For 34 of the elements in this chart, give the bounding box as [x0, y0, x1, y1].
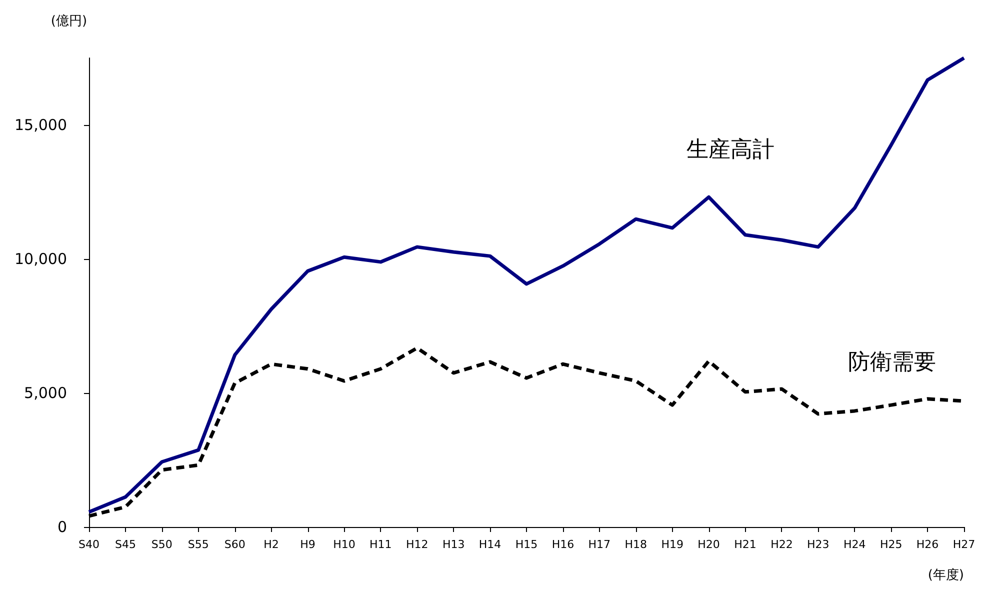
x-tick-label: H27: [952, 538, 976, 551]
x-tick-label: H26: [916, 538, 939, 551]
x-tick-label: H23: [807, 538, 830, 551]
x-tick-label: S40: [78, 538, 100, 551]
x-tick-label: H2: [264, 538, 279, 551]
x-tick-label: H21: [734, 538, 756, 551]
x-tick-label: H12: [406, 538, 428, 551]
x-tick-label: H20: [698, 538, 720, 551]
x-tick-label: H24: [843, 538, 866, 551]
y-tick-label: 10,000: [14, 250, 67, 268]
y-tick-label: 5,000: [24, 384, 67, 402]
y-tick-label: 15,000: [14, 116, 67, 134]
x-tick-label: H16: [552, 538, 574, 551]
x-tick-label: H11: [370, 538, 392, 551]
line-series: [87, 56, 966, 514]
x-tick-label: H19: [661, 538, 684, 551]
x-tick-label: H10: [333, 538, 356, 551]
x-tick-label: H18: [624, 538, 648, 551]
series-label: 防衛需要: [848, 350, 936, 376]
x-tick-label: H9: [300, 538, 316, 551]
x-tick-label: S55: [188, 538, 209, 551]
x-tick-label: S50: [151, 538, 172, 551]
x-tick-label: H15: [515, 538, 538, 551]
x-axis-title: (年度): [928, 567, 964, 583]
x-tick-label: H17: [588, 538, 611, 551]
x-tick-label: H25: [880, 538, 902, 551]
y-tick-label: 0: [57, 518, 67, 536]
series-label: 生産高計: [686, 137, 775, 162]
x-tick-label: H14: [478, 538, 502, 551]
x-tick-label: S45: [114, 538, 136, 551]
x-tick-label: H13: [442, 538, 465, 551]
x-tick-label: S60: [224, 538, 246, 551]
x-tick-label: H22: [770, 538, 793, 551]
y-axis-title: (億円): [50, 14, 88, 29]
